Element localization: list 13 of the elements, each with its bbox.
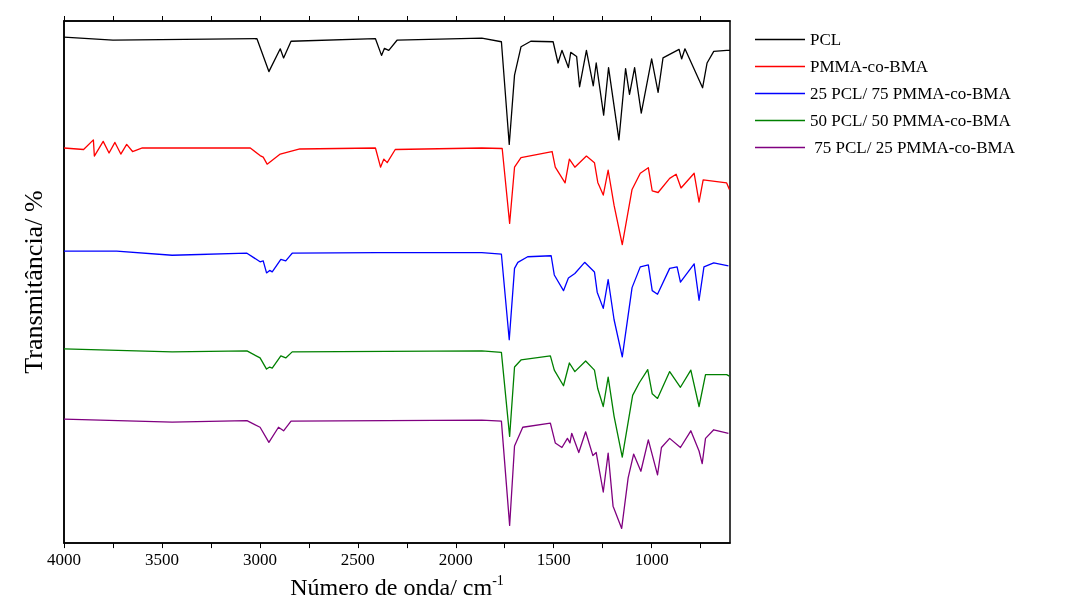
x-tick-label: 2500 — [340, 550, 375, 570]
x-tick-label: 1500 — [536, 550, 571, 570]
legend-label: 25 PCL/ 75 PMMA-co-BMA — [810, 84, 1012, 103]
legend-label: 50 PCL/ 50 PMMA-co-BMA — [810, 111, 1012, 130]
legend-label: 75 PCL/ 25 PMMA-co-BMA — [810, 138, 1016, 157]
x-tick-label: 3500 — [144, 550, 179, 570]
x-tick-label: 1000 — [634, 550, 669, 570]
y-axis-title: Transmitância/ % — [18, 190, 48, 374]
x-tick-label: 4000 — [47, 550, 81, 570]
x-tick-label: 3000 — [242, 550, 277, 570]
legend-label: PMMA-co-BMA — [810, 57, 929, 76]
x-tick-label: 2000 — [438, 550, 473, 570]
legend-label: PCL — [810, 30, 842, 49]
